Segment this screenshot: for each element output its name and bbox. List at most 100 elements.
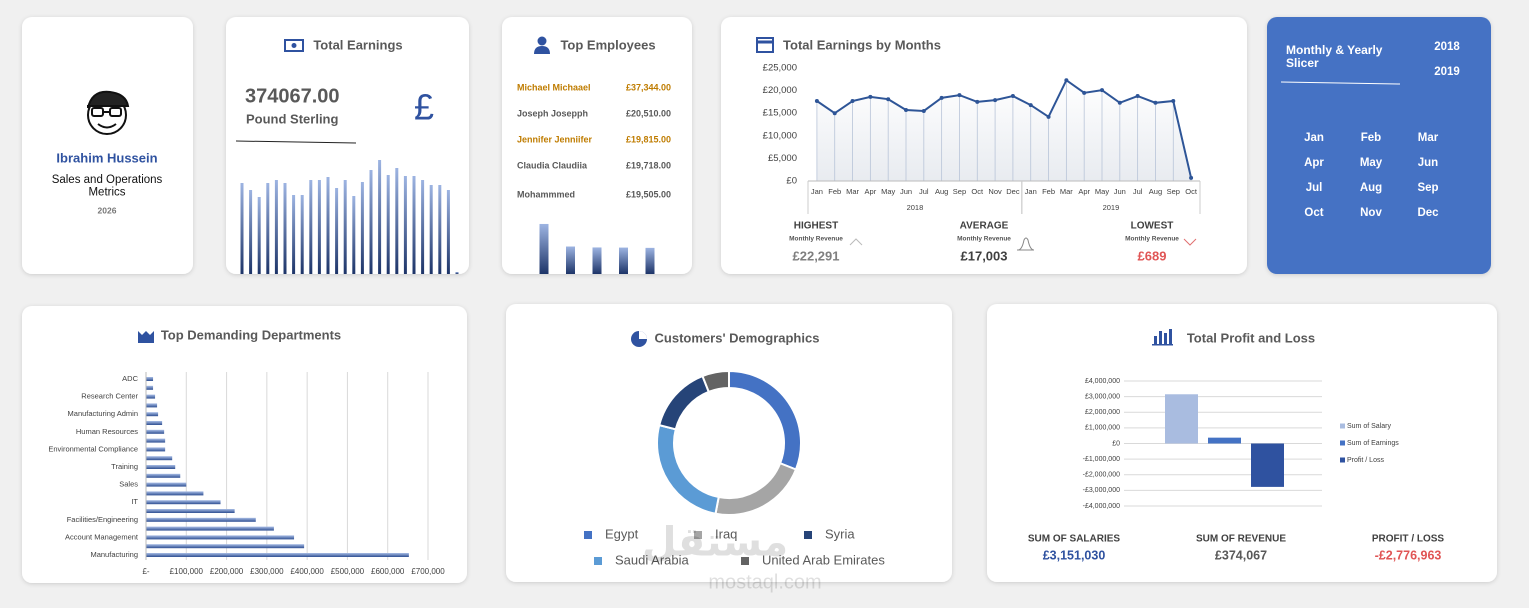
point [1117,100,1122,105]
currency-symbol: £ [414,87,434,128]
slicer-month[interactable]: Feb [1361,132,1381,144]
bar [592,247,602,274]
slicer-month[interactable]: Dec [1417,207,1439,219]
x-group-label: 2019 [1103,203,1120,212]
x-tick-label: May [1095,187,1109,196]
point [939,95,944,100]
x-tick-label: Sep [953,187,966,196]
slicer-month[interactable]: Sep [1417,182,1438,194]
bar [146,526,274,531]
y-tick-label: £4,000,000 [1085,378,1120,385]
y-tick-label: -£3,000,000 [1083,487,1120,494]
slicer-month[interactable]: Oct [1304,207,1323,219]
slicer-month[interactable]: Jul [1306,182,1323,194]
bar [1208,437,1241,444]
y-tick-label: -£1,000,000 [1083,456,1120,463]
x-tick-label: Dec [1006,187,1020,196]
chart-icon [1152,329,1173,346]
employee-value: £37,344.00 [626,82,671,92]
slicer-month[interactable]: Mar [1418,132,1439,144]
slicer-month[interactable]: Jun [1418,157,1438,169]
kpi-value: £689 [1138,248,1167,263]
x-tick-label: £600,000 [371,567,405,576]
employee-name: Jennifer Jenniifer [517,134,593,144]
y-tick-label: Environmental Compliance [48,444,138,453]
bar [146,553,409,557]
y-tick-label: Account Management [65,532,139,541]
line [816,78,1193,179]
kpi-label: AVERAGE [960,221,1009,232]
bar [146,403,158,408]
down-icon [1183,238,1197,246]
y-tick-label: £0 [1112,440,1120,447]
x-tick-label: £500,000 [331,567,365,576]
bar [343,180,347,274]
factory-icon [138,331,154,343]
point [993,98,998,103]
y-tick-label: -£4,000,000 [1083,503,1120,510]
x-tick-label: £- [142,567,149,576]
legend-marker [1340,457,1345,463]
departments-card [22,306,467,583]
slicer-month[interactable]: Nov [1360,207,1382,219]
bar [438,185,442,274]
x-tick-label: Jun [1114,187,1126,196]
x-tick-label: Nov [988,187,1002,196]
point [850,98,855,103]
bar [146,473,181,478]
card-title: Top Employees [560,37,655,52]
y-tick-label: ADC [122,374,138,383]
amount: 374067.00 [245,85,340,107]
bar [146,377,154,381]
employee-name: Mohammmed [517,189,575,199]
slicer-month[interactable]: Apr [1304,157,1324,169]
legend-marker [1340,440,1345,446]
y-tick-label: £10,000 [763,130,797,141]
bar [146,447,166,452]
bar [403,176,407,274]
employee-value: £19,505.00 [626,189,671,199]
card-title: Total Profit and Loss [1187,330,1315,345]
bar [249,190,253,274]
calendar-icon [756,37,774,53]
legend-marker [741,557,749,565]
point [1189,175,1194,180]
slicer-month[interactable]: Jan [1304,132,1324,144]
bar [566,246,575,274]
point [1064,78,1069,83]
bar [240,183,244,274]
profile-name: Ibrahim Hussein [56,150,157,165]
x-tick-label: Oct [971,187,984,196]
y-tick-label: £25,000 [763,63,797,74]
legend-label: Iraq [715,526,737,541]
slicer-year[interactable]: 2019 [1434,66,1460,78]
slicer-month[interactable]: Aug [1360,182,1382,194]
x-tick-label: £700,000 [411,567,445,576]
card-title: Customers' Demographics [655,330,820,345]
legend-marker [804,531,812,539]
slicer-year[interactable]: 2018 [1434,41,1460,53]
legend-marker [1340,423,1345,429]
legend-marker [694,531,702,539]
legend-label: Egypt [605,526,639,541]
curve-icon [1017,237,1035,251]
employee-value: £19,718.00 [626,160,671,170]
point [1135,94,1140,99]
y-tick-label: Human Resources [76,427,138,436]
demographics-card [506,304,952,582]
bar [146,438,166,443]
bar [146,500,221,505]
bar [146,429,165,434]
bar [292,195,296,274]
x-tick-label: Mar [846,187,859,196]
bar [146,385,154,390]
y-tick-label: £2,000,000 [1085,409,1120,416]
bar [146,421,163,425]
card-title: Total Earnings by Months [783,37,941,52]
x-group-label: 2018 [907,203,924,212]
x-tick-label: Jan [1025,187,1037,196]
slicer-month[interactable]: May [1360,157,1383,169]
profile-card [22,17,193,274]
y-tick-label: £20,000 [763,85,797,96]
y-tick-label: Research Center [81,392,138,401]
